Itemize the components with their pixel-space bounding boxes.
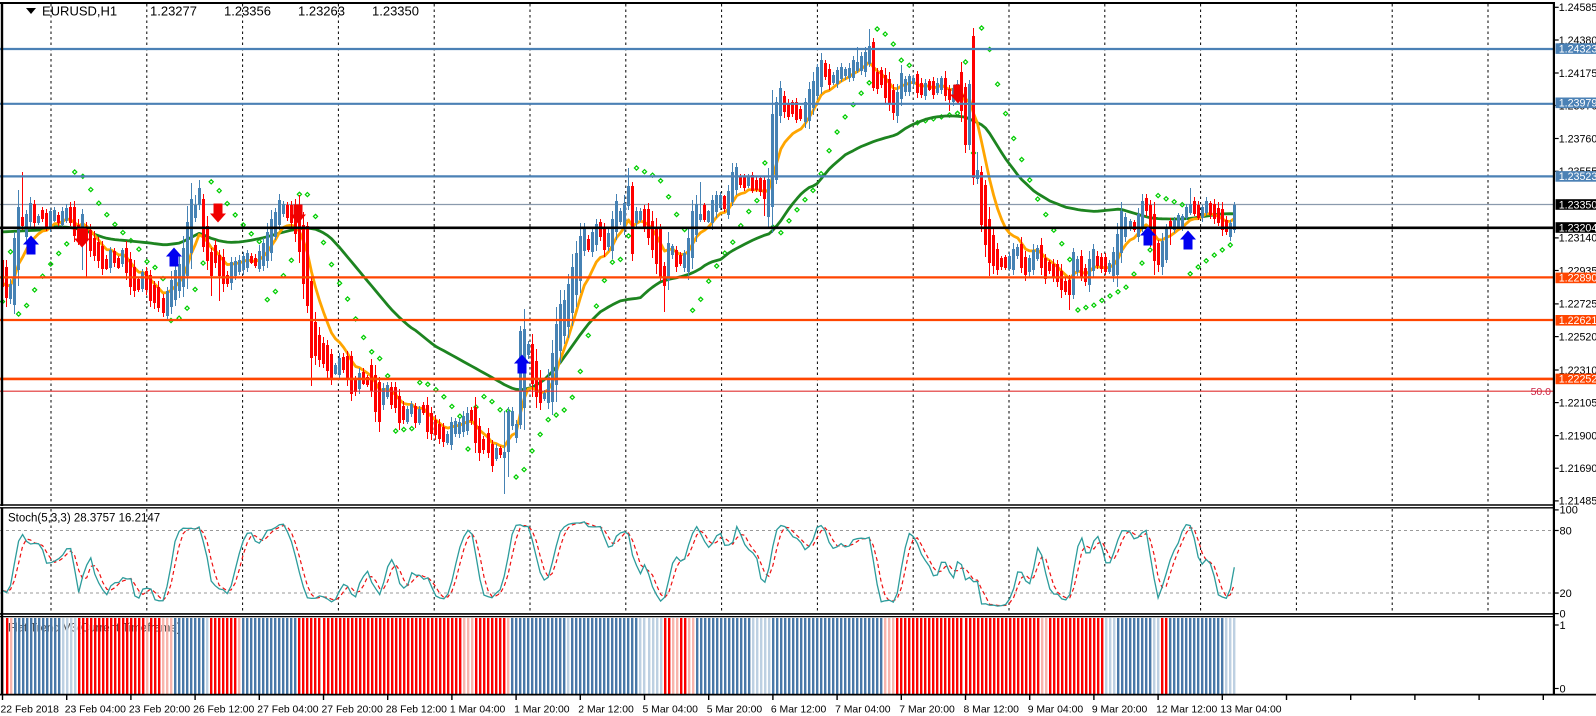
svg-text:13 Mar 04:00: 13 Mar 04:00 [1220,705,1281,716]
svg-text:1.21690: 1.21690 [1559,463,1596,475]
svg-text:1.23356: 1.23356 [224,4,271,19]
svg-text:0: 0 [1560,683,1566,695]
svg-text:1.23350: 1.23350 [1559,199,1596,211]
svg-text:5 Mar 20:00: 5 Mar 20:00 [707,705,763,716]
svg-text:1.23350: 1.23350 [372,4,419,19]
svg-text:1.23263: 1.23263 [298,4,345,19]
svg-text:27 Feb 04:00: 27 Feb 04:00 [257,705,318,716]
svg-text:1.24175: 1.24175 [1559,68,1596,80]
svg-text:1.24585: 1.24585 [1559,2,1596,14]
svg-text:9 Mar 20:00: 9 Mar 20:00 [1092,705,1148,716]
svg-text:1.23140: 1.23140 [1559,233,1596,245]
svg-text:5 Mar 04:00: 5 Mar 04:00 [643,705,699,716]
svg-text:50.0: 50.0 [1531,386,1552,398]
svg-text:1.23523: 1.23523 [1559,171,1596,183]
svg-text:100: 100 [1560,505,1578,517]
svg-text:1.22105: 1.22105 [1559,397,1596,409]
svg-text:1.22252: 1.22252 [1559,374,1596,386]
svg-text:8 Mar 12:00: 8 Mar 12:00 [964,705,1020,716]
svg-text:1.22520: 1.22520 [1559,331,1596,343]
svg-text:1.23204: 1.23204 [1559,222,1596,234]
svg-text:1 Mar 04:00: 1 Mar 04:00 [450,705,506,716]
svg-text:7 Mar 20:00: 7 Mar 20:00 [899,705,955,716]
svg-text:1 Mar 20:00: 1 Mar 20:00 [514,705,570,716]
svg-text:80: 80 [1560,525,1572,537]
svg-text:1.23979: 1.23979 [1559,98,1596,110]
svg-text:Stoch(5,3,3) 28.3757 16.2147: Stoch(5,3,3) 28.3757 16.2147 [8,513,160,525]
svg-text:23 Feb 20:00: 23 Feb 20:00 [129,705,190,716]
svg-text:1.22890: 1.22890 [1559,273,1596,285]
svg-text:6 Mar 12:00: 6 Mar 12:00 [771,705,827,716]
svg-text:22 Feb 2018: 22 Feb 2018 [1,705,60,716]
svg-text:2 Mar 12:00: 2 Mar 12:00 [578,705,634,716]
svg-text:26 Feb 12:00: 26 Feb 12:00 [193,705,254,716]
svg-text:1.24323: 1.24323 [1559,43,1596,55]
svg-text:20: 20 [1560,588,1572,600]
svg-text:0: 0 [1560,608,1566,620]
svg-text:1.22621: 1.22621 [1559,315,1596,327]
svg-text:28 Feb 12:00: 28 Feb 12:00 [386,705,447,716]
svg-text:27 Feb 20:00: 27 Feb 20:00 [322,705,383,716]
svg-text:1.21485: 1.21485 [1559,496,1596,508]
svg-text:7 Mar 04:00: 7 Mar 04:00 [835,705,891,716]
svg-text:23 Feb 04:00: 23 Feb 04:00 [65,705,126,716]
svg-text:9 Mar 04:00: 9 Mar 04:00 [1028,705,1084,716]
svg-text:12 Mar 12:00: 12 Mar 12:00 [1156,705,1217,716]
svg-text:1.23277: 1.23277 [150,4,197,19]
svg-text:1.23760: 1.23760 [1559,133,1596,145]
svg-text:EURUSD,H1: EURUSD,H1 [42,4,117,19]
svg-text:1: 1 [1560,620,1566,632]
svg-text:1.22725: 1.22725 [1559,299,1596,311]
svg-text:1.21900: 1.21900 [1559,430,1596,442]
